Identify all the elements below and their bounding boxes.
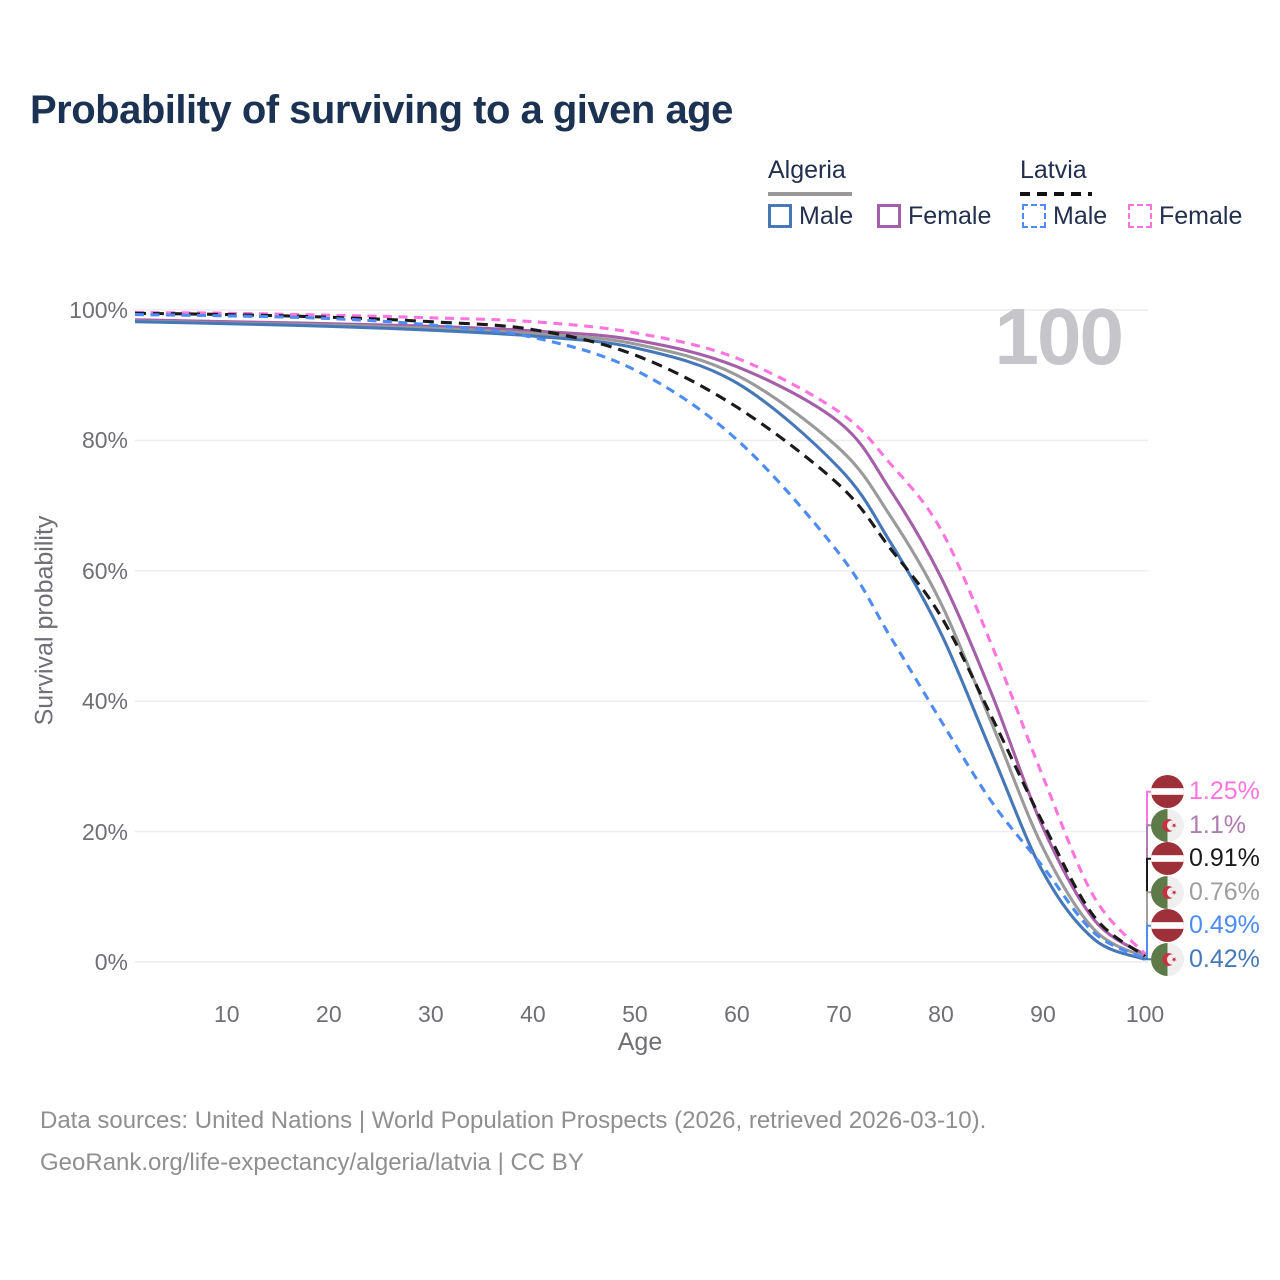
x-tick-70: 70 [826, 1001, 852, 1027]
legend-swatch-latvia-male[interactable] [1022, 204, 1046, 228]
latvia-flag-icon [1151, 909, 1184, 943]
x-tick-90: 90 [1030, 1001, 1056, 1027]
end-label-latvia-female: 1.25% [1151, 775, 1260, 809]
legend-swatch-algeria-male[interactable] [768, 204, 792, 228]
x-tick-20: 20 [316, 1001, 342, 1027]
y-tick-0: 0% [94, 949, 128, 975]
legend-label-algeria-female[interactable]: Female [908, 202, 992, 230]
curve-latvia-male[interactable] [134, 313, 1146, 961]
end-label-value: 0.91% [1189, 844, 1260, 873]
y-tick-40: 40% [81, 688, 128, 715]
curve-latvia-both-sexes[interactable] [134, 311, 1146, 958]
y-tick-100: 100% [69, 297, 128, 323]
legend-swatch-algeria-female[interactable] [877, 204, 901, 228]
legend-underline-algeria [768, 192, 852, 196]
end-label-value: 1.1% [1189, 810, 1246, 839]
end-label-algeria-male: 0.42% [1151, 942, 1260, 976]
legend-underline-latvia [1020, 192, 1092, 196]
algeria-flag-icon [1151, 808, 1184, 842]
x-tick-30: 30 [418, 1001, 444, 1027]
age-watermark: 100 [995, 292, 1122, 381]
latvia-flag-icon [1151, 842, 1184, 876]
legend-group-latvia[interactable]: Latvia [1020, 156, 1087, 184]
curve-algeria-female[interactable] [134, 318, 1146, 957]
x-tick-100: 100 [1125, 1001, 1165, 1027]
end-label-algeria-female: 1.1% [1151, 808, 1246, 842]
end-label-value: 0.49% [1189, 911, 1260, 940]
attribution-text: GeoRank.org/life-expectancy/algeria/latv… [40, 1149, 584, 1176]
data-sources-text: Data sources: United Nations | World Pop… [40, 1107, 987, 1134]
end-label-algeria-both-sexes: 0.76% [1151, 875, 1260, 909]
y-tick-80: 80% [81, 427, 128, 454]
end-label-value: 1.25% [1189, 777, 1260, 806]
algeria-flag-icon [1151, 942, 1184, 976]
x-tick-50: 50 [622, 1001, 648, 1027]
x-axis-title: Age [617, 1028, 663, 1056]
end-label-value: 0.76% [1189, 877, 1260, 906]
x-tick-60: 60 [724, 1001, 750, 1027]
legend-swatch-latvia-female[interactable] [1128, 204, 1152, 228]
curve-algeria-both-sexes[interactable] [134, 319, 1146, 959]
latvia-flag-icon [1151, 775, 1184, 809]
algeria-flag-icon [1151, 875, 1184, 909]
y-tick-60: 60% [81, 557, 128, 584]
legend-label-algeria-male[interactable]: Male [799, 202, 854, 230]
page-title: Probability of surviving to a given age [30, 88, 733, 132]
curve-latvia-female[interactable] [134, 311, 1147, 955]
end-label-latvia-male: 0.49% [1151, 909, 1260, 943]
x-tick-10: 10 [214, 1001, 240, 1027]
end-label-value: 0.42% [1189, 944, 1260, 973]
end-label-latvia-both-sexes: 0.91% [1151, 842, 1260, 876]
x-tick-40: 40 [520, 1001, 546, 1027]
curve-algeria-male[interactable] [134, 320, 1146, 961]
y-tick-20: 20% [81, 818, 128, 845]
legend-label-latvia-female[interactable]: Female [1159, 202, 1243, 230]
legend-group-algeria[interactable]: Algeria [768, 156, 846, 184]
x-tick-80: 80 [928, 1001, 954, 1027]
legend-label-latvia-male[interactable]: Male [1053, 202, 1108, 230]
